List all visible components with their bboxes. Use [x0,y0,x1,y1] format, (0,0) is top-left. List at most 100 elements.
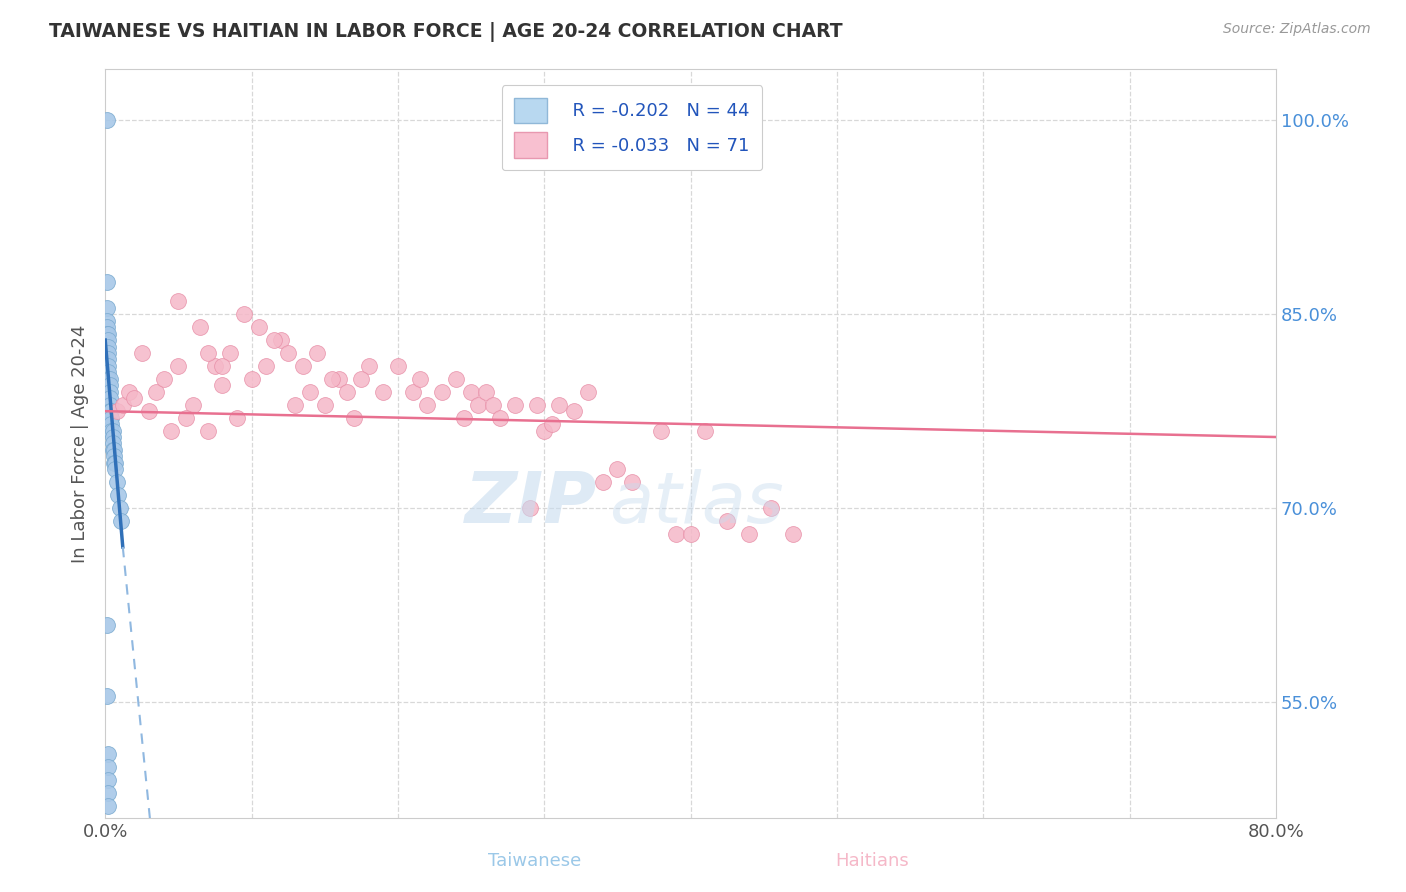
Point [145,384,167,399]
Point [97,772,120,787]
Point [107,488,129,502]
Point [503,398,526,412]
Point [409,372,432,386]
Point [314,398,336,412]
Point [328,372,350,386]
Point [98,372,121,386]
Point [167,359,190,373]
Y-axis label: In Labor Force | Age 20-24: In Labor Force | Age 20-24 [72,325,89,563]
Point [160,424,183,438]
Point [98,391,121,405]
Point [100,417,122,431]
Point [104,456,127,470]
Point [181,398,204,412]
Point [101,430,124,444]
Point [100,424,122,438]
Point [759,501,782,516]
Point [96,320,118,334]
Point [321,372,343,386]
Text: Haitians: Haitians [835,852,908,870]
Point [197,346,219,360]
Point [97,339,120,353]
Point [526,398,548,412]
Text: Source: ZipAtlas.com: Source: ZipAtlas.com [1223,22,1371,37]
Point [197,424,219,438]
Point [665,527,688,541]
Point [103,456,125,470]
Point [98,398,121,412]
Point [474,384,496,399]
Point [350,372,373,386]
Point [100,404,122,418]
Point [307,346,329,360]
Point [299,384,322,399]
Point [284,398,307,412]
Point [650,424,672,438]
Point [100,410,122,425]
Point [111,398,134,412]
Point [98,404,121,418]
Point [621,475,644,490]
Point [533,424,555,438]
Point [101,442,124,457]
Point [226,410,249,425]
Point [97,760,120,774]
Point [97,372,120,386]
Point [387,359,409,373]
Point [519,501,541,516]
Point [373,384,395,399]
Point [679,527,702,541]
Point [98,378,121,392]
Point [96,313,118,327]
Point [460,384,482,399]
Point [110,514,132,528]
Point [247,320,270,334]
Point [263,333,285,347]
Point [211,359,233,373]
Point [401,384,423,399]
Point [103,442,125,457]
Legend:   R = -0.202   N = 44,   R = -0.033   N = 71: R = -0.202 N = 44, R = -0.033 N = 71 [502,85,762,170]
Point [606,462,628,476]
Point [277,346,299,360]
Point [211,378,233,392]
Point [291,359,314,373]
Point [103,450,125,464]
Point [97,359,120,373]
Point [233,307,256,321]
Point [104,462,127,476]
Point [96,113,118,128]
Point [482,398,505,412]
Point [101,436,124,450]
Point [489,410,512,425]
Point [97,346,120,360]
Point [218,346,240,360]
Point [343,410,366,425]
Point [97,798,120,813]
Point [97,333,120,347]
Point [562,404,585,418]
Point [592,475,614,490]
Point [547,398,569,412]
Point [782,527,804,541]
Point [97,365,120,379]
Point [336,384,359,399]
Point [167,294,190,309]
Text: ZIP: ZIP [464,469,598,538]
Point [240,372,263,386]
Point [101,424,124,438]
Point [446,372,468,386]
Point [430,384,453,399]
Point [695,424,717,438]
Point [105,404,128,418]
Point [96,617,118,632]
Point [738,527,761,541]
Point [716,514,738,528]
Point [174,410,197,425]
Point [357,359,380,373]
Point [204,359,226,373]
Point [96,689,118,703]
Text: Taiwanese: Taiwanese [488,852,581,870]
Point [152,372,174,386]
Point [97,352,120,367]
